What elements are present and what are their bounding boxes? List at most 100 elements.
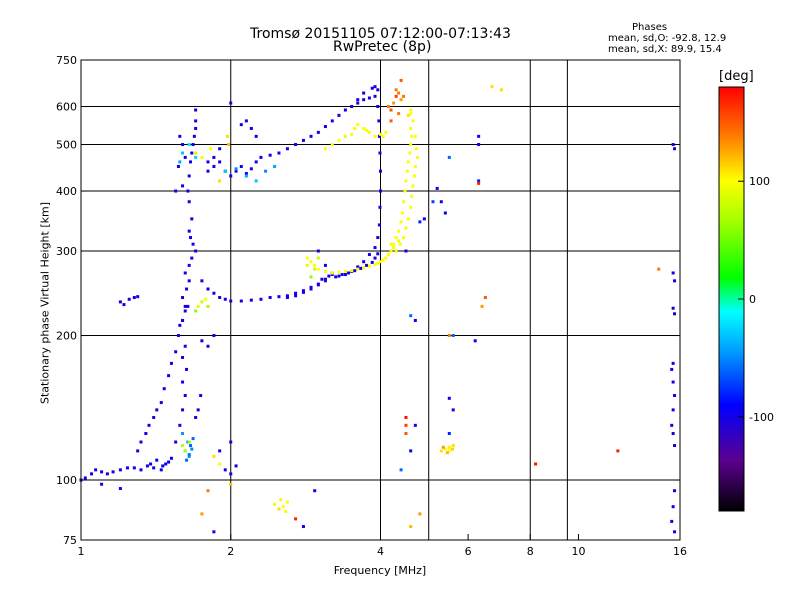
data-point xyxy=(412,174,416,178)
data-point xyxy=(122,303,126,307)
data-point xyxy=(404,415,408,419)
data-point xyxy=(404,249,408,253)
data-point xyxy=(181,432,185,436)
data-point xyxy=(389,242,393,246)
data-point xyxy=(447,432,451,436)
data-point xyxy=(309,287,313,291)
data-point xyxy=(125,466,129,470)
data-point xyxy=(118,487,122,491)
data-point xyxy=(83,476,87,480)
data-point xyxy=(323,263,327,267)
data-point xyxy=(379,169,382,173)
data-point xyxy=(218,462,222,466)
data-point xyxy=(206,304,210,308)
data-point xyxy=(229,299,233,303)
data-point xyxy=(181,380,185,384)
data-point xyxy=(394,94,398,98)
data-point xyxy=(100,482,104,486)
data-point xyxy=(343,108,347,112)
x-tick-label: 16 xyxy=(673,545,687,558)
y-tick-label: 75 xyxy=(63,534,77,547)
data-point xyxy=(320,277,324,281)
data-point xyxy=(149,462,153,466)
data-point xyxy=(657,267,661,271)
data-point xyxy=(285,500,289,504)
data-point xyxy=(435,186,439,190)
data-point xyxy=(162,387,166,391)
data-point xyxy=(370,86,374,90)
data-point xyxy=(127,297,131,301)
data-point xyxy=(386,105,390,109)
data-point xyxy=(309,134,313,138)
data-point xyxy=(190,151,194,155)
data-point xyxy=(377,223,381,227)
data-point xyxy=(187,440,191,444)
data-point xyxy=(409,525,413,529)
data-point xyxy=(132,466,136,470)
data-point xyxy=(670,423,674,427)
data-point xyxy=(155,408,159,412)
data-point xyxy=(402,200,406,204)
data-point xyxy=(200,155,204,159)
data-point xyxy=(244,174,248,178)
y-tick-label: 600 xyxy=(56,101,77,114)
data-point xyxy=(200,279,204,283)
data-point xyxy=(132,296,136,300)
data-point xyxy=(445,451,449,455)
data-point xyxy=(370,260,374,264)
data-point xyxy=(409,112,413,116)
data-point xyxy=(194,151,198,155)
data-point xyxy=(229,472,233,476)
data-points xyxy=(79,78,677,534)
data-point xyxy=(294,517,298,521)
data-point xyxy=(259,297,263,301)
data-point xyxy=(187,143,191,147)
data-point xyxy=(155,458,159,462)
data-point xyxy=(206,287,210,291)
data-point xyxy=(183,304,187,308)
data-point xyxy=(377,134,381,138)
data-point xyxy=(178,323,182,327)
x-tick-label: 4 xyxy=(377,545,384,558)
data-point xyxy=(294,143,298,147)
data-point xyxy=(223,169,227,173)
data-point xyxy=(477,179,481,183)
data-point xyxy=(90,472,94,476)
data-point xyxy=(483,296,487,300)
data-point xyxy=(225,134,229,138)
data-point xyxy=(313,267,317,271)
data-point xyxy=(330,143,334,147)
data-point xyxy=(401,211,405,215)
data-point xyxy=(409,449,413,453)
data-point xyxy=(152,415,156,419)
data-point xyxy=(167,460,171,464)
data-point xyxy=(376,105,380,109)
data-point xyxy=(381,258,385,262)
data-point xyxy=(451,334,455,338)
data-point xyxy=(340,273,344,277)
data-point xyxy=(305,263,309,267)
data-point xyxy=(188,444,192,448)
data-point xyxy=(409,205,413,209)
data-point xyxy=(196,408,200,412)
data-point xyxy=(191,242,195,246)
data-point xyxy=(183,394,187,398)
data-point xyxy=(447,155,451,159)
data-point xyxy=(413,318,417,322)
data-point xyxy=(379,260,382,264)
data-point xyxy=(194,119,198,123)
data-point xyxy=(397,239,401,243)
data-point xyxy=(152,466,156,470)
data-point xyxy=(249,126,253,130)
data-point xyxy=(200,300,204,304)
data-point xyxy=(323,125,327,129)
data-point xyxy=(367,96,371,100)
data-point xyxy=(384,130,388,134)
data-point xyxy=(616,449,620,453)
data-point xyxy=(473,339,477,343)
phase-stats-o-mode: mean, sd,O: -92.8, 12.9 xyxy=(608,33,727,44)
data-point xyxy=(373,246,377,250)
x-axis-label: Frequency [MHz] xyxy=(333,564,427,577)
data-point xyxy=(671,271,675,275)
data-point xyxy=(169,361,173,365)
